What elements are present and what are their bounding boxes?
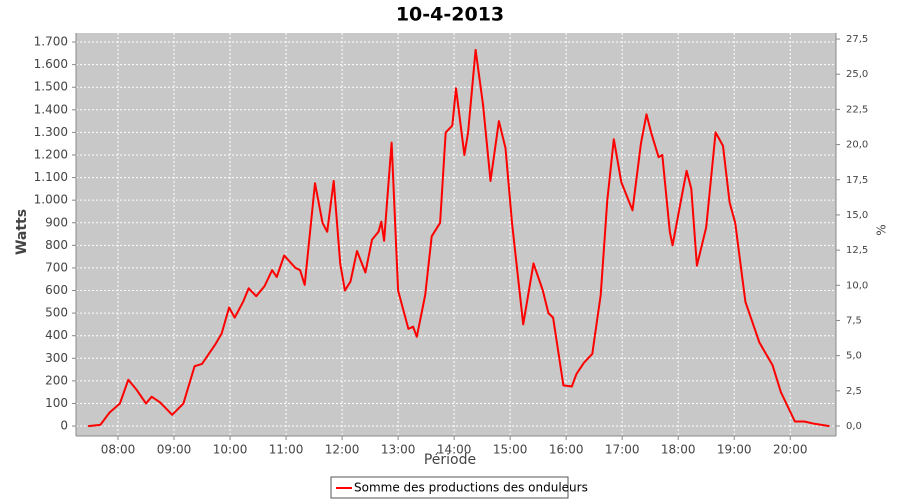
y2-tick-label: 0,0 xyxy=(846,421,862,432)
y2-tick-label: 12,5 xyxy=(846,245,868,256)
x-tick-label: 13:00 xyxy=(381,443,416,457)
y2-tick-label: 27,5 xyxy=(846,34,868,45)
y-tick-label: 1.700 xyxy=(34,35,68,49)
x-tick-label: 18:00 xyxy=(661,443,696,457)
x-tick-label: 15:00 xyxy=(493,443,528,457)
y2-tick-label: 20,0 xyxy=(846,140,868,151)
y-axis-label: Watts xyxy=(14,209,30,255)
x-tick-label: 09:00 xyxy=(157,443,192,457)
y2-tick-label: 5,0 xyxy=(846,351,862,362)
y2-axis-label: % xyxy=(875,224,889,235)
y-tick-label: 500 xyxy=(45,306,68,320)
x-tick-label: 08:00 xyxy=(101,443,136,457)
y-tick-label: 900 xyxy=(45,215,68,229)
y-tick-label: 600 xyxy=(45,283,68,297)
y-tick-label: 1.500 xyxy=(34,80,68,94)
y-tick-label: 300 xyxy=(45,351,68,365)
x-axis-label: Période xyxy=(424,452,476,468)
y2-tick-label: 10,0 xyxy=(846,280,868,291)
x-tick-label: 20:00 xyxy=(773,443,808,457)
y-tick-label: 400 xyxy=(45,328,68,342)
y-tick-label: 100 xyxy=(45,396,68,410)
chart-title: 10-4-2013 xyxy=(396,4,504,26)
y-tick-label: 0 xyxy=(60,419,68,433)
y-tick-label: 1.300 xyxy=(34,125,68,139)
y-tick-label: 1.200 xyxy=(34,147,68,161)
line-series xyxy=(88,48,830,428)
legend-box xyxy=(330,476,569,499)
x-tick-label: 14:00 xyxy=(437,443,472,457)
y-tick-label: 1.400 xyxy=(34,102,68,116)
x-tick-label: 16:00 xyxy=(549,443,584,457)
y2-tick-label: 22,5 xyxy=(846,104,868,115)
x-tick-label: 10:00 xyxy=(213,443,248,457)
x-tick-label: 17:00 xyxy=(605,443,640,457)
y2-tick-label: 25,0 xyxy=(846,69,868,80)
y-tick-label: 1.600 xyxy=(34,57,68,71)
y2-tick-label: 7,5 xyxy=(846,315,862,326)
y-tick-label: 700 xyxy=(45,260,68,274)
x-tick-label: 11:00 xyxy=(269,443,304,457)
y2-tick-label: 17,5 xyxy=(846,175,868,186)
x-tick-label: 12:00 xyxy=(325,443,360,457)
y2-tick-label: 2,5 xyxy=(846,386,862,397)
y2-tick-label: 15,0 xyxy=(846,210,868,221)
plot-area xyxy=(76,33,836,436)
y-tick-label: 800 xyxy=(45,238,68,252)
x-tick-label: 19:00 xyxy=(717,443,752,457)
y-tick-label: 1.100 xyxy=(34,170,68,184)
y-tick-label: 200 xyxy=(45,373,68,387)
y-tick-label: 1.000 xyxy=(34,193,68,207)
legend-label: Somme des productions des onduleurs xyxy=(354,481,588,495)
